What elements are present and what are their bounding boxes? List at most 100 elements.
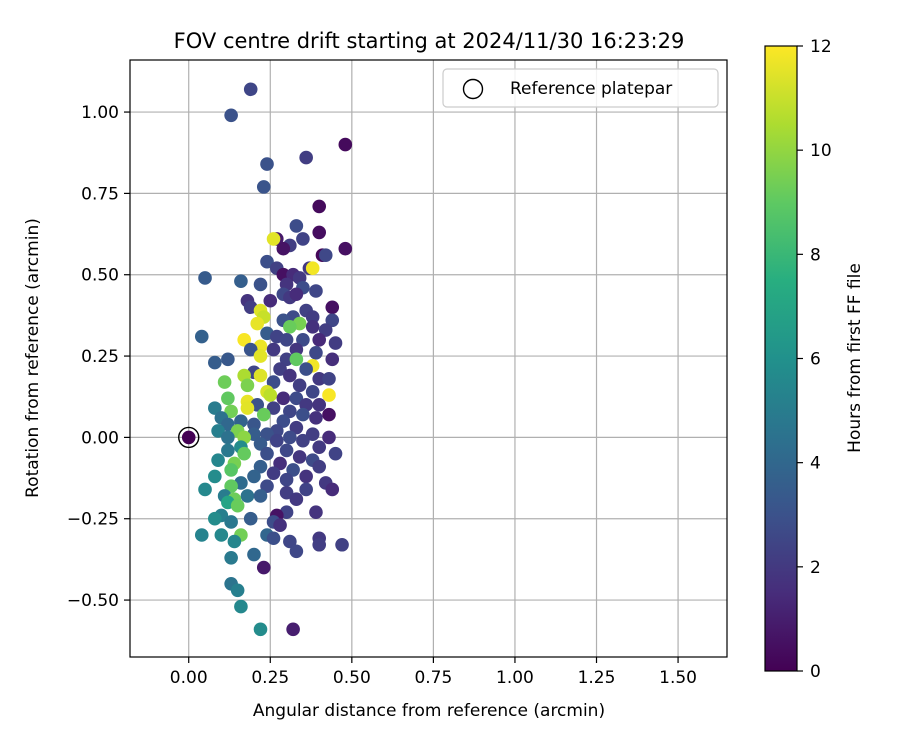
data-point <box>299 362 313 376</box>
data-point <box>208 469 222 484</box>
data-point <box>266 531 281 546</box>
data-point <box>312 537 327 552</box>
data-point <box>234 274 248 289</box>
x-tick-label: 0.50 <box>333 668 371 688</box>
data-point <box>260 446 274 461</box>
data-point <box>312 398 327 412</box>
data-point <box>279 332 294 347</box>
data-point <box>214 528 229 542</box>
data-point <box>224 550 238 565</box>
colorbar-tick-label: 4 <box>810 454 821 474</box>
data-point <box>305 385 320 399</box>
data-point <box>260 254 274 269</box>
data-point <box>283 430 297 445</box>
data-point <box>253 349 268 363</box>
data-points <box>178 82 353 637</box>
data-point <box>240 401 255 415</box>
y-axis-label: Rotation from reference (arcmin) <box>23 218 43 498</box>
legend: Reference platepar <box>442 68 719 108</box>
data-point <box>247 417 261 432</box>
data-point <box>211 424 225 438</box>
data-point <box>224 108 238 123</box>
data-point <box>208 355 222 370</box>
data-point <box>256 407 271 422</box>
data-point <box>305 427 320 441</box>
data-point <box>318 248 333 263</box>
data-point <box>325 352 340 367</box>
data-point <box>325 482 340 497</box>
data-point <box>283 368 297 383</box>
data-point <box>289 342 304 357</box>
x-tick-label: 0.00 <box>170 668 208 688</box>
data-point <box>309 505 323 520</box>
data-point <box>194 528 209 542</box>
data-point <box>289 219 304 233</box>
data-point <box>266 401 281 415</box>
data-point <box>296 407 310 422</box>
data-point <box>263 293 278 308</box>
data-point <box>253 437 268 451</box>
data-point <box>273 456 287 471</box>
reference-point <box>181 430 196 445</box>
data-point <box>263 388 278 402</box>
data-point <box>237 332 251 347</box>
data-point <box>299 469 313 484</box>
data-point <box>266 232 281 246</box>
data-point <box>198 482 212 497</box>
data-point <box>305 319 320 334</box>
data-point <box>273 518 287 533</box>
data-point <box>289 391 304 406</box>
data-point <box>283 319 297 334</box>
colorbar: 0 2 4 6 8 10 12 Hours from first FF file <box>764 37 865 682</box>
data-point <box>312 459 327 474</box>
data-point <box>279 485 294 500</box>
data-point <box>286 463 300 477</box>
colorbar-tick-label: 2 <box>810 558 821 578</box>
data-point <box>260 479 274 493</box>
data-point <box>325 300 340 315</box>
data-point <box>296 433 310 448</box>
data-point <box>208 511 222 526</box>
data-point <box>253 459 268 474</box>
data-point <box>289 492 304 507</box>
colorbar-gradient <box>765 46 797 671</box>
data-point <box>286 622 300 637</box>
data-point <box>338 137 353 152</box>
data-point <box>253 277 268 292</box>
data-point <box>292 378 307 393</box>
data-point <box>328 446 343 461</box>
data-point <box>256 560 271 575</box>
data-point <box>289 544 304 559</box>
data-point <box>309 284 323 298</box>
data-point <box>230 583 245 598</box>
data-point <box>322 430 336 445</box>
colorbar-tick-label: 8 <box>810 245 821 265</box>
y-tick-label: 1.00 <box>81 103 119 123</box>
x-axis-ticks: 0.00 0.25 0.50 0.75 1.00 1.25 1.50 <box>170 657 697 688</box>
data-point <box>260 157 274 171</box>
data-point <box>240 489 255 503</box>
data-point <box>276 241 291 256</box>
colorbar-label: Hours from first FF file <box>845 263 865 453</box>
y-tick-label: 0.50 <box>81 266 119 286</box>
y-tick-label: 0.00 <box>81 428 119 448</box>
y-tick-label: 0.75 <box>81 184 119 204</box>
data-point <box>276 391 291 406</box>
data-point <box>234 599 248 614</box>
data-point <box>253 368 268 383</box>
data-point <box>312 332 327 347</box>
data-point <box>224 479 238 493</box>
data-point <box>328 336 343 350</box>
data-point <box>289 420 304 435</box>
data-point <box>312 199 327 214</box>
data-point <box>224 404 238 419</box>
data-point <box>221 430 235 445</box>
data-point <box>289 352 304 367</box>
data-point <box>217 375 232 389</box>
data-point <box>256 180 271 194</box>
data-point <box>322 372 336 386</box>
plot-area-frame <box>129 59 728 658</box>
data-point <box>266 342 281 357</box>
data-point <box>253 489 268 503</box>
